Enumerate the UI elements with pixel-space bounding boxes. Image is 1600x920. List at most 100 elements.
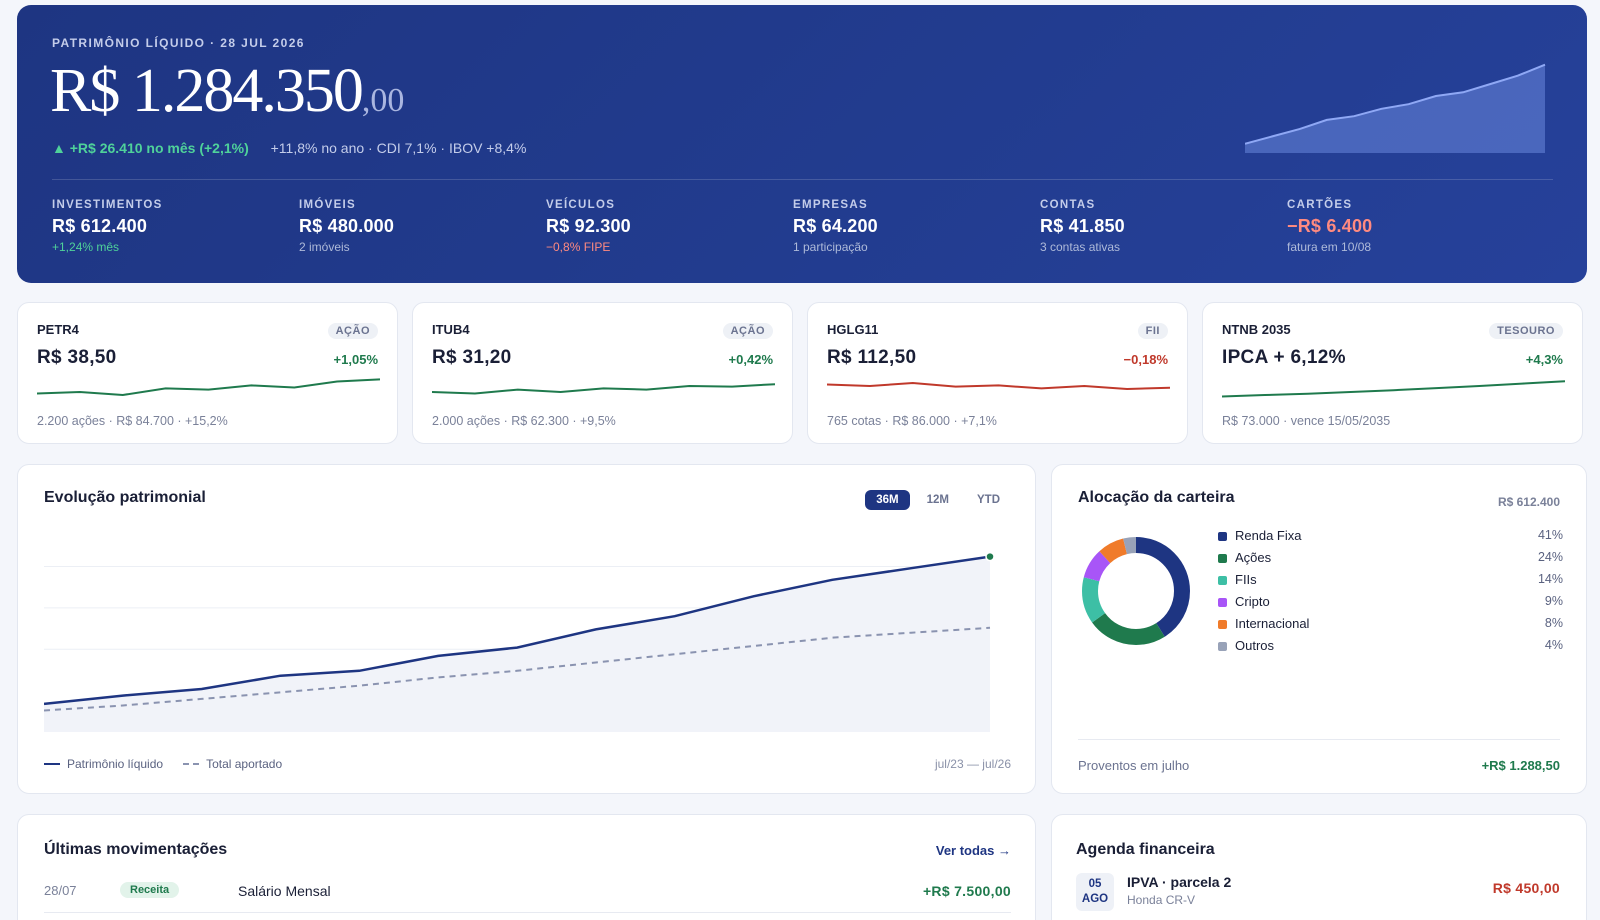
legend-swatch-net [44, 763, 60, 765]
asset-stat-sub: +1,24% mês [52, 240, 120, 254]
ticker-change: +4,3% [1525, 352, 1563, 367]
allocation-label: Cripto [1235, 594, 1270, 609]
allocation-title: Alocação da carteira [1078, 489, 1235, 506]
ticker-symbol: HGLG11 [827, 322, 879, 337]
allocation-divider [1078, 739, 1560, 740]
allocation-label: Internacional [1235, 616, 1310, 631]
asset-stat[interactable]: INVESTIMENTOS R$ 612.400 +1,24% mês [52, 199, 282, 254]
asset-stat[interactable]: IMÓVEIS R$ 480.000 2 imóveis [299, 199, 529, 254]
ticker-sparkline [37, 378, 380, 397]
ticker-price: R$ 38,50 [37, 347, 117, 368]
agenda-day: 05 [1088, 878, 1102, 890]
net-worth-cents: ,00 [361, 82, 405, 119]
agenda-item-amount: R$ 450,00 [1492, 880, 1560, 896]
sparkline-area [1245, 64, 1545, 153]
asset-stat[interactable]: CONTAS R$ 41.850 3 contas ativas [1040, 199, 1270, 254]
asset-type-tag: AÇÃO [722, 323, 773, 339]
allocation-label: Renda Fixa [1235, 528, 1302, 543]
ticker-symbol: NTNB 2035 [1222, 322, 1291, 337]
donut-slice-1[interactable] [1082, 537, 1190, 645]
ticker-footnote: 765 cotas · R$ 86.000 · +7,1% [827, 414, 997, 428]
asset-stat-sub: 1 participação [793, 240, 868, 254]
allocation-pct: 8% [1544, 616, 1563, 630]
last-point-marker[interactable] [985, 551, 995, 562]
ticker-price: R$ 31,20 [432, 347, 512, 368]
evolution-chart [44, 551, 995, 732]
range-tab-ytd[interactable]: YTD [977, 494, 1000, 506]
benchmark-meta: +11,8% no ano · CDI 7,1% · IBOV +8,4% [270, 140, 527, 156]
date-range-note: jul/23 — jul/26 [934, 757, 1011, 771]
asset-stat-sub: 3 contas ativas [1040, 240, 1121, 254]
evolution-legend: Patrimônio líquido Total aportado [44, 757, 282, 771]
see-all-link[interactable]: Ver todas → [935, 843, 1011, 858]
movement-row[interactable]: 28/07 Receita Salário Mensal +R$ 7.500,0… [44, 882, 1011, 913]
net-worth-hero: PATRIMÔNIO LÍQUIDO · 28 JUL 2026 R$ 1.28… [17, 5, 1587, 283]
allocation-row[interactable]: Cripto 9% [1218, 594, 1563, 616]
allocation-pct: 24% [1537, 550, 1563, 564]
movements-title: Últimas movimentações [44, 841, 228, 858]
ticker-sparkline-line [432, 383, 775, 395]
allocation-row[interactable]: Ações 24% [1218, 550, 1563, 572]
ticker-footnote: 2.200 ações · R$ 84.700 · +15,2% [37, 414, 228, 428]
agenda-date-badge: 05 AGO [1076, 873, 1114, 911]
movement-date: 28/07 [44, 883, 77, 898]
ticker-sparkline-line [1222, 380, 1565, 398]
allocation-swatch [1218, 642, 1227, 651]
net-worth-change: ▲ +R$ 26.410 no mês (+2,1%) +11,8% no an… [52, 140, 526, 156]
net-worth-value: R$ 1.284.350,00 [50, 57, 404, 135]
asset-stat-label: IMÓVEIS [299, 199, 357, 211]
asset-stat-sub: 2 imóveis [299, 240, 350, 254]
allocation-pct: 9% [1544, 594, 1563, 608]
ticker-card[interactable]: NTNB 2035 TESOURO IPCA + 6,12% +4,3% R$ 73.0… [1202, 302, 1583, 444]
allocation-row[interactable]: FIIs 14% [1218, 572, 1563, 594]
asset-stat-sub: fatura em 10/08 [1287, 240, 1372, 254]
asset-stat[interactable]: EMPRESAS R$ 64.200 1 participação [793, 199, 1023, 254]
allocation-legend: Renda Fixa 41% Ações 24% FIIs 14% Cripto 9% Inte… [1218, 528, 1563, 660]
asset-stat-label: CARTÕES [1287, 199, 1353, 211]
net-worth-sparkline [1245, 63, 1546, 153]
asset-type-tag: FII [1137, 323, 1168, 339]
ticker-change: −0,18% [1123, 352, 1168, 367]
ticker-sparkline-line [37, 378, 380, 397]
series-line-patrimonio [44, 555, 991, 706]
ticker-price: R$ 112,50 [827, 347, 917, 368]
range-tab-12m[interactable]: 12M [926, 494, 949, 506]
ticker-card[interactable]: HGLG11 FII R$ 112,50 −0,18% 765 cotas · R$ 8… [807, 302, 1188, 444]
agenda-item-sub: Honda CR-V [1127, 893, 1196, 907]
asset-stat-label: CONTAS [1040, 199, 1096, 211]
allocation-pct: 4% [1544, 638, 1563, 652]
asset-type-tag: AÇÃO [327, 323, 378, 339]
range-tab-36m[interactable]: 36M [865, 490, 910, 510]
ticker-symbol: PETR4 [37, 322, 79, 337]
ticker-card[interactable]: ITUB4 AÇÃO R$ 31,20 +0,42% 2.000 ações · R$ … [412, 302, 793, 444]
allocation-row[interactable]: Renda Fixa 41% [1218, 528, 1563, 550]
asset-stat[interactable]: VEÍCULOS R$ 92.300 −0,8% FIPE [546, 199, 776, 254]
legend-contrib-label: Total aportado [206, 757, 283, 771]
agenda-item-title[interactable]: IPVA · parcela 2 [1127, 874, 1232, 890]
movement-amount: +R$ 7.500,00 [922, 883, 1011, 899]
legend-swatch-contrib [183, 763, 200, 765]
allocation-swatch [1218, 554, 1227, 563]
ticker-sparkline [432, 383, 775, 395]
allocation-row[interactable]: Internacional 8% [1218, 616, 1563, 638]
dividends-label: Proventos em julho [1078, 758, 1190, 773]
monthly-change: ▲ +R$ 26.410 no mês (+2,1%) [52, 140, 249, 156]
asset-stat-value: R$ 41.850 [1040, 216, 1125, 236]
movement-type-badge: Receita [120, 882, 180, 898]
asset-stat-label: INVESTIMENTOS [52, 199, 163, 211]
legend-net-label: Patrimônio líquido [67, 757, 164, 771]
evolution-card: Evolução patrimonial 36M 12M YTD Patrimôni… [17, 464, 1036, 794]
movements-card: Últimas movimentações Ver todas → 28/07 … [17, 814, 1036, 920]
ticker-card[interactable]: PETR4 AÇÃO R$ 38,50 +1,05% 2.200 ações · R$ … [17, 302, 398, 444]
donut-slice-5[interactable] [1082, 537, 1190, 645]
allocation-card: Alocação da carteira R$ 612.400 Renda Fi… [1051, 464, 1587, 794]
allocation-donut [1082, 537, 1190, 645]
asset-stat[interactable]: CARTÕES −R$ 6.400 fatura em 10/08 [1287, 199, 1517, 254]
ticker-symbol: ITUB4 [432, 322, 470, 337]
allocation-swatch [1218, 620, 1227, 629]
allocation-label: Ações [1235, 550, 1272, 565]
allocation-row[interactable]: Outros 4% [1218, 638, 1563, 660]
donut-slice-2[interactable] [1082, 537, 1190, 645]
asset-type-tag: TESOURO [1489, 323, 1563, 339]
movement-description: Salário Mensal [238, 883, 331, 899]
